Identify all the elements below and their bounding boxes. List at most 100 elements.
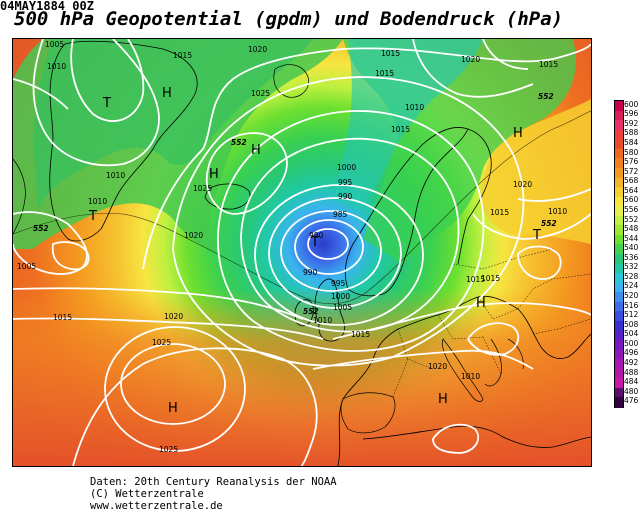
colorbar-tick-label: 536: [624, 252, 639, 262]
iberia-land: [340, 392, 396, 434]
colorbar-tick-label: 600: [624, 99, 639, 109]
colorbar-tick-label: 488: [624, 367, 639, 377]
colorbar-tick-label: 476: [624, 396, 639, 406]
canada-coast: [13, 158, 26, 235]
colorbar-tick-label: 592: [624, 118, 639, 128]
isobar-label: 1000: [331, 292, 350, 301]
colorbar-tick-label: 508: [624, 319, 639, 329]
colorbar-tick-label: 584: [624, 138, 639, 148]
geopotential-label: 552: [538, 92, 554, 101]
isobar-label: 1010: [106, 171, 125, 180]
geopotential-label-group: 552 552 552 552 552: [33, 92, 557, 316]
date-label: 04MAY1884 00Z: [0, 0, 94, 13]
isobar-label: 1005: [17, 262, 36, 271]
country-borders: [392, 248, 591, 398]
isobar-label: 1015: [375, 69, 394, 78]
isobar-label: 1015: [539, 60, 558, 69]
colorbar-tick-label: 544: [624, 233, 639, 243]
colorbar-tick-label: 516: [624, 300, 639, 310]
isobar-label: 1025: [193, 184, 212, 193]
greenland-inner-region: [33, 39, 313, 209]
colorbar-tick-label: 564: [624, 185, 639, 195]
colorbar-segment: [615, 196, 623, 207]
colorbar-segment: [615, 254, 623, 265]
colorbar-segment: [615, 273, 623, 284]
italy-land: [441, 338, 484, 402]
isobar-label: 1015: [173, 51, 192, 60]
isobar-label: 980: [309, 231, 324, 240]
isobar-label: 1025: [159, 445, 178, 454]
colorbar-tick-label: 548: [624, 224, 639, 234]
high-pressure-marker: H: [476, 296, 486, 311]
balkans-land: [484, 338, 524, 387]
colorbar-segment: [615, 378, 623, 389]
low-pressure-marker: T: [532, 228, 541, 243]
isobar-lines: [13, 39, 591, 466]
colorbar-tick-label: 528: [624, 271, 639, 281]
colorbar: [614, 100, 624, 408]
colorbar-tick-label: 500: [624, 338, 639, 348]
greenland-land: [49, 40, 198, 242]
isobar-label: 1005: [45, 40, 64, 49]
colorbar-segment: [615, 234, 623, 245]
isobar-label: 1020: [461, 55, 480, 64]
isobar-label: 995: [338, 178, 353, 187]
geopotential-label: 552: [541, 219, 557, 228]
isobar-label: 995: [331, 279, 346, 288]
colorbar-tick-label: 492: [624, 357, 639, 367]
eastern-ridge-region: [481, 99, 591, 244]
colorbar-tick-label: 496: [624, 348, 639, 358]
low-pressure-marker: T: [102, 96, 111, 111]
geopotential-label: 552: [231, 138, 247, 147]
isobar-label: 1010: [313, 316, 332, 325]
north-africa-coast: [362, 425, 591, 448]
geopotential-label: 552: [303, 307, 319, 316]
colorbar-segment: [615, 215, 623, 226]
colorbar-tick-label: 576: [624, 157, 639, 167]
colorbar-tick-label: 596: [624, 109, 639, 119]
colorbar-segment: [615, 177, 623, 188]
colorbar-segment: [615, 320, 623, 331]
colorbar-segment: [615, 139, 623, 150]
colorbar-segment: [615, 158, 623, 169]
colorbar-segment: [615, 282, 623, 293]
colorbar-segment: [615, 244, 623, 255]
high-pressure-marker: H: [209, 167, 219, 182]
isobar-label: 990: [338, 192, 353, 201]
colorbar-tick-label: 520: [624, 291, 639, 301]
colorbar-segment: [615, 225, 623, 236]
colorbar-segment: [615, 263, 623, 274]
isobar-label: 1010: [405, 103, 424, 112]
isobar-label: 1025: [152, 338, 171, 347]
colorbar-segment: [615, 387, 623, 398]
footer-data-source: Daten: 20th Century Reanalysis der NOAA: [90, 476, 337, 488]
isobar-label: 1015: [466, 275, 485, 284]
colorbar-tick-label: 568: [624, 176, 639, 186]
high-pressure-marker: H: [168, 401, 178, 416]
colorbar-tick-label: 572: [624, 166, 639, 176]
colorbar-segment: [615, 330, 623, 341]
colorbar-tick-label: 532: [624, 262, 639, 272]
map-title: 500 hPa Geopotential (gpdm) und Bodendru…: [14, 8, 564, 30]
isobar-label: 1015: [53, 313, 72, 322]
isobar-label: 990: [303, 268, 318, 277]
high-pressure-marker: H: [513, 126, 523, 141]
svalbard-land: [273, 64, 309, 98]
colorbar-tick-label: 504: [624, 329, 639, 339]
map-canvas: 1005 1010 1015 1020 1015 1015 1020 1015 …: [13, 39, 591, 466]
colorbar-segment: [615, 368, 623, 379]
pressure-center-group: H H H H T T T T H H H: [88, 86, 541, 416]
isobar-label: 1015: [490, 208, 509, 217]
isobar-label: 1020: [513, 180, 532, 189]
colorbar-segment: [615, 359, 623, 370]
colorbar-tick-label: 552: [624, 214, 639, 224]
finland-coast: [457, 128, 492, 265]
colorbar-segment: [615, 311, 623, 322]
colorbar-segment: [615, 397, 623, 408]
colorbar-tick-label: 580: [624, 147, 639, 157]
isobar-label: 1000: [337, 163, 356, 172]
geopotential-contour-552: [13, 110, 591, 304]
scandinavia-cyan-region: [333, 39, 483, 209]
isobar-label-group: 1005 1010 1015 1020 1015 1015 1020 1015 …: [17, 40, 567, 454]
colorbar-segment: [615, 129, 623, 140]
